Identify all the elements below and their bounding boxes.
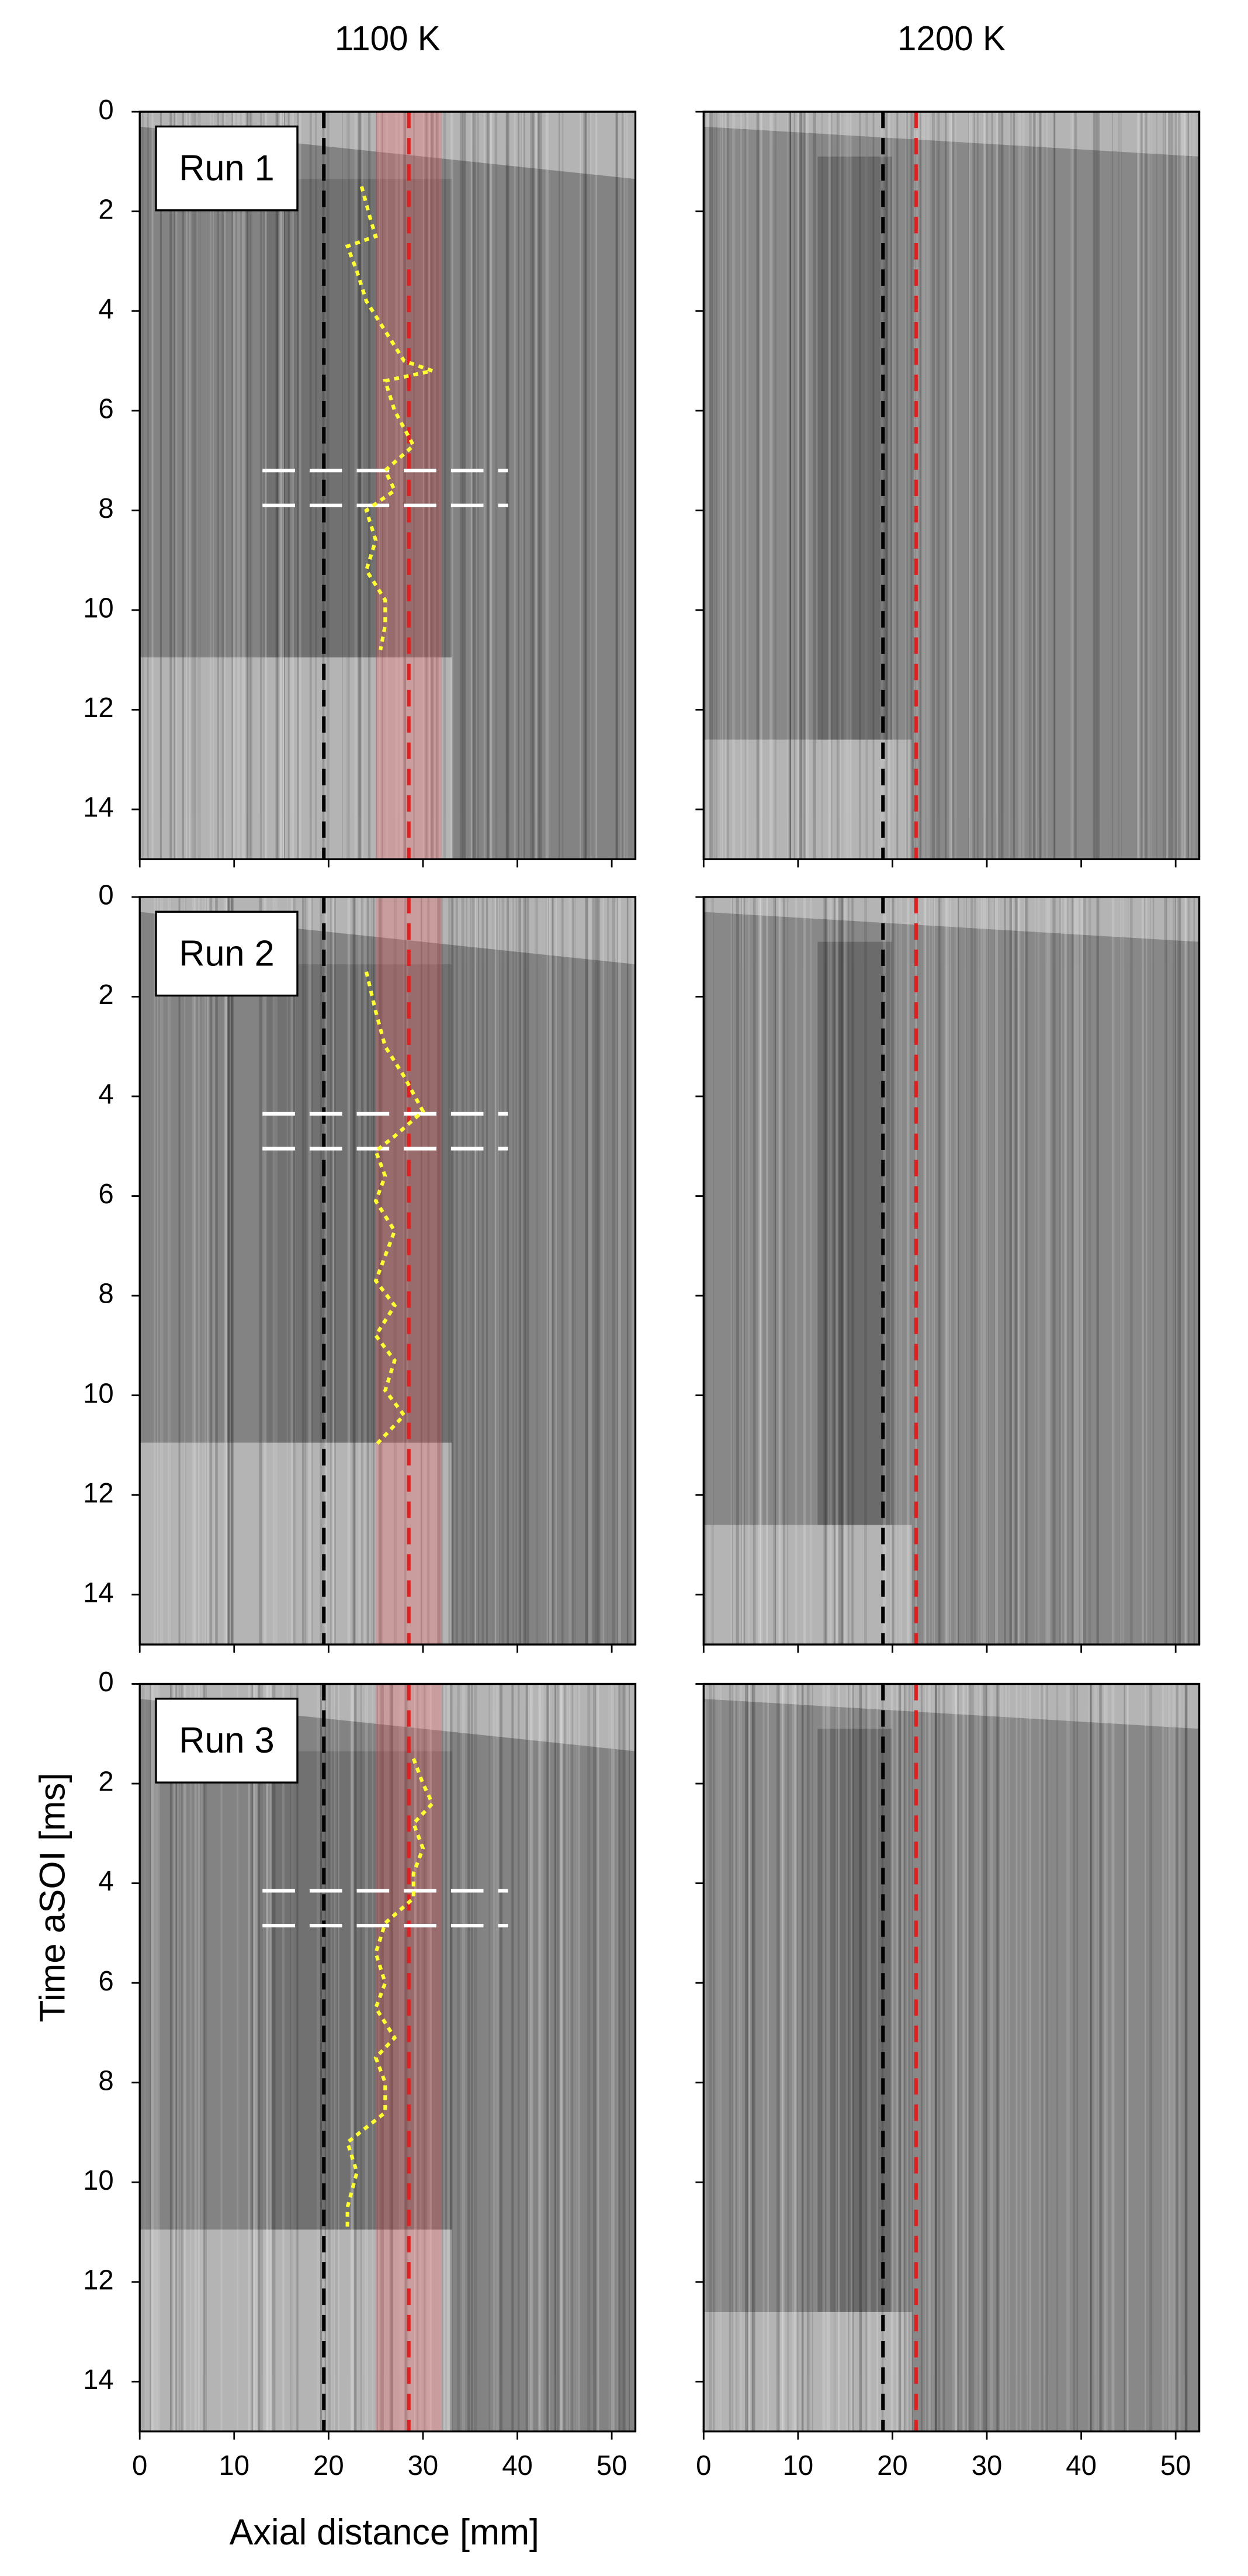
panel-frame	[138, 110, 637, 860]
y-tick-label: 2	[98, 979, 113, 1010]
y-tick-label: 4	[98, 1079, 113, 1110]
y-tick-label: 14	[83, 792, 114, 823]
annotation-box	[155, 1698, 299, 1784]
image-core	[264, 179, 452, 657]
panel	[140, 1684, 636, 2432]
y-tick-label: 0	[98, 880, 113, 910]
y-tick-label: 6	[98, 393, 113, 424]
x-tick-label: 20	[877, 2450, 908, 2481]
y-tick-label: 14	[83, 1577, 114, 1608]
column-title: 1200 K	[897, 20, 1006, 58]
y-tick-label: 14	[83, 2364, 114, 2395]
x-tick-label: 50	[597, 2450, 628, 2481]
y-tick-label: 12	[83, 1478, 114, 1509]
x-tick-label: 30	[408, 2450, 439, 2481]
image-spray	[703, 126, 1200, 860]
y-tick-label: 4	[98, 1866, 113, 1897]
y-tick-label: 8	[98, 493, 113, 524]
y-tick-label: 0	[98, 1667, 113, 1698]
image-core	[817, 1729, 892, 2312]
image-core	[264, 1751, 452, 2230]
annotation-box	[155, 910, 299, 997]
x-tick-label: 0	[696, 2450, 711, 2481]
image-spray	[140, 912, 636, 1645]
y-tick-label: 8	[98, 1279, 113, 1310]
panel-frame	[702, 1682, 1201, 2433]
image-core	[264, 964, 452, 1443]
image-core	[817, 941, 892, 1525]
x-axis-label: Axial distance [mm]	[230, 2512, 539, 2553]
run-label: Run 2	[179, 933, 274, 974]
x-tick-label: 10	[783, 2450, 814, 2481]
y-tick-label: 6	[98, 1966, 113, 1997]
panel-frame	[138, 1682, 637, 2433]
x-tick-label: 40	[502, 2450, 533, 2481]
panel	[703, 112, 1200, 860]
annotation-box	[155, 125, 299, 212]
y-tick-label: 10	[83, 2165, 114, 2196]
column-title: 1100 K	[335, 20, 441, 58]
panel-frame	[702, 110, 1201, 860]
panel	[140, 112, 636, 860]
y-tick-label: 12	[83, 2265, 114, 2295]
panel-frame	[702, 896, 1201, 1646]
image-core	[817, 156, 892, 740]
image-spray	[703, 912, 1200, 1645]
y-tick-label: 10	[83, 593, 114, 624]
run-label: Run 3	[179, 1720, 274, 1761]
y-tick-label: 6	[98, 1179, 113, 1210]
y-tick-label: 0	[98, 95, 113, 126]
run-label: Run 1	[179, 148, 274, 188]
x-tick-label: 40	[1066, 2450, 1097, 2481]
penetration-curve	[345, 186, 439, 650]
y-tick-label: 4	[98, 294, 113, 325]
image-spray	[140, 1699, 636, 2432]
y-tick-label: 2	[98, 1766, 113, 1797]
x-tick-label: 10	[219, 2450, 249, 2481]
y-tick-label: 12	[83, 693, 114, 723]
panel	[703, 896, 1200, 1645]
y-tick-label: 2	[98, 194, 113, 225]
x-tick-label: 20	[313, 2450, 344, 2481]
x-tick-label: 30	[972, 2450, 1003, 2481]
image-spray	[703, 1699, 1200, 2432]
panel-frame	[138, 896, 637, 1646]
panel	[703, 1684, 1200, 2432]
y-tick-label: 10	[83, 1378, 114, 1409]
panel	[140, 896, 636, 1645]
x-tick-label: 0	[132, 2450, 147, 2481]
image-spray	[140, 126, 636, 860]
x-tick-label: 50	[1160, 2450, 1191, 2481]
y-tick-label: 8	[98, 2065, 113, 2096]
y-axis-label: Time aSOI [ms]	[33, 1772, 73, 2022]
